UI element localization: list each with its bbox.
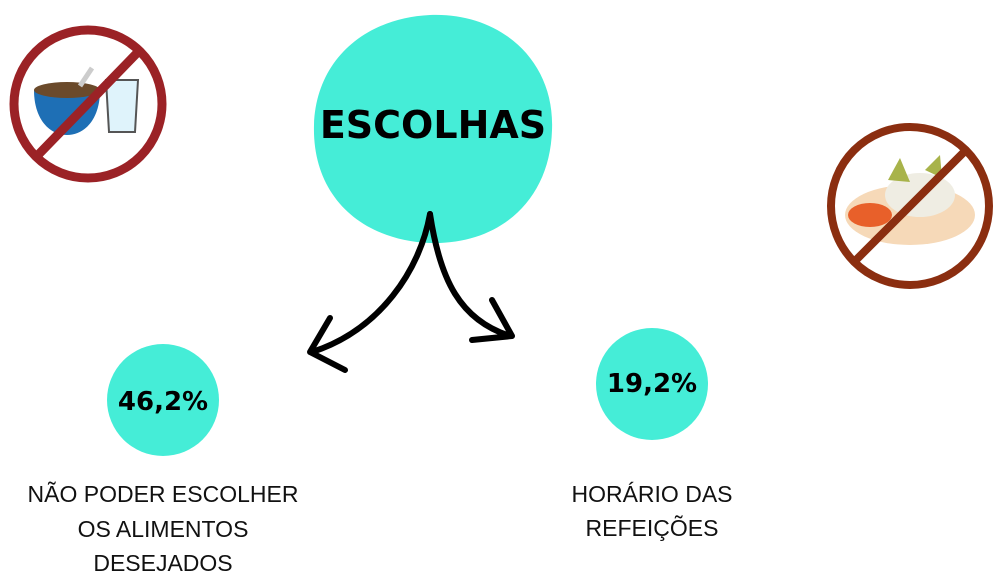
forbidden-icon <box>14 30 162 178</box>
infographic: ESCOLHAS 46,2% 19,2% NÃO PODER ESCOLHER … <box>0 0 999 575</box>
icon-glass <box>106 80 138 132</box>
body: ESCOLHAS 46,2% 19,2% NÃO PODER ESCOLHER … <box>0 0 999 575</box>
label-line: NÃO PODER ESCOLHER <box>28 481 299 507</box>
page: Escolhas {"title": "ESCOLHAS", "items": … <box>0 0 999 575</box>
title: ESCOLHAS <box>320 103 546 147</box>
value: 46,2% <box>118 387 208 417</box>
value: 19,2% <box>607 369 697 399</box>
label-line: OS ALIMENTOS <box>78 516 249 542</box>
label-line: REFEIÇÕES <box>586 514 719 541</box>
forbidden-icon <box>831 127 989 285</box>
icon-food <box>848 203 892 227</box>
label-line: DESEJADOS <box>93 550 232 575</box>
label-line: HORÁRIO DAS <box>571 481 732 507</box>
